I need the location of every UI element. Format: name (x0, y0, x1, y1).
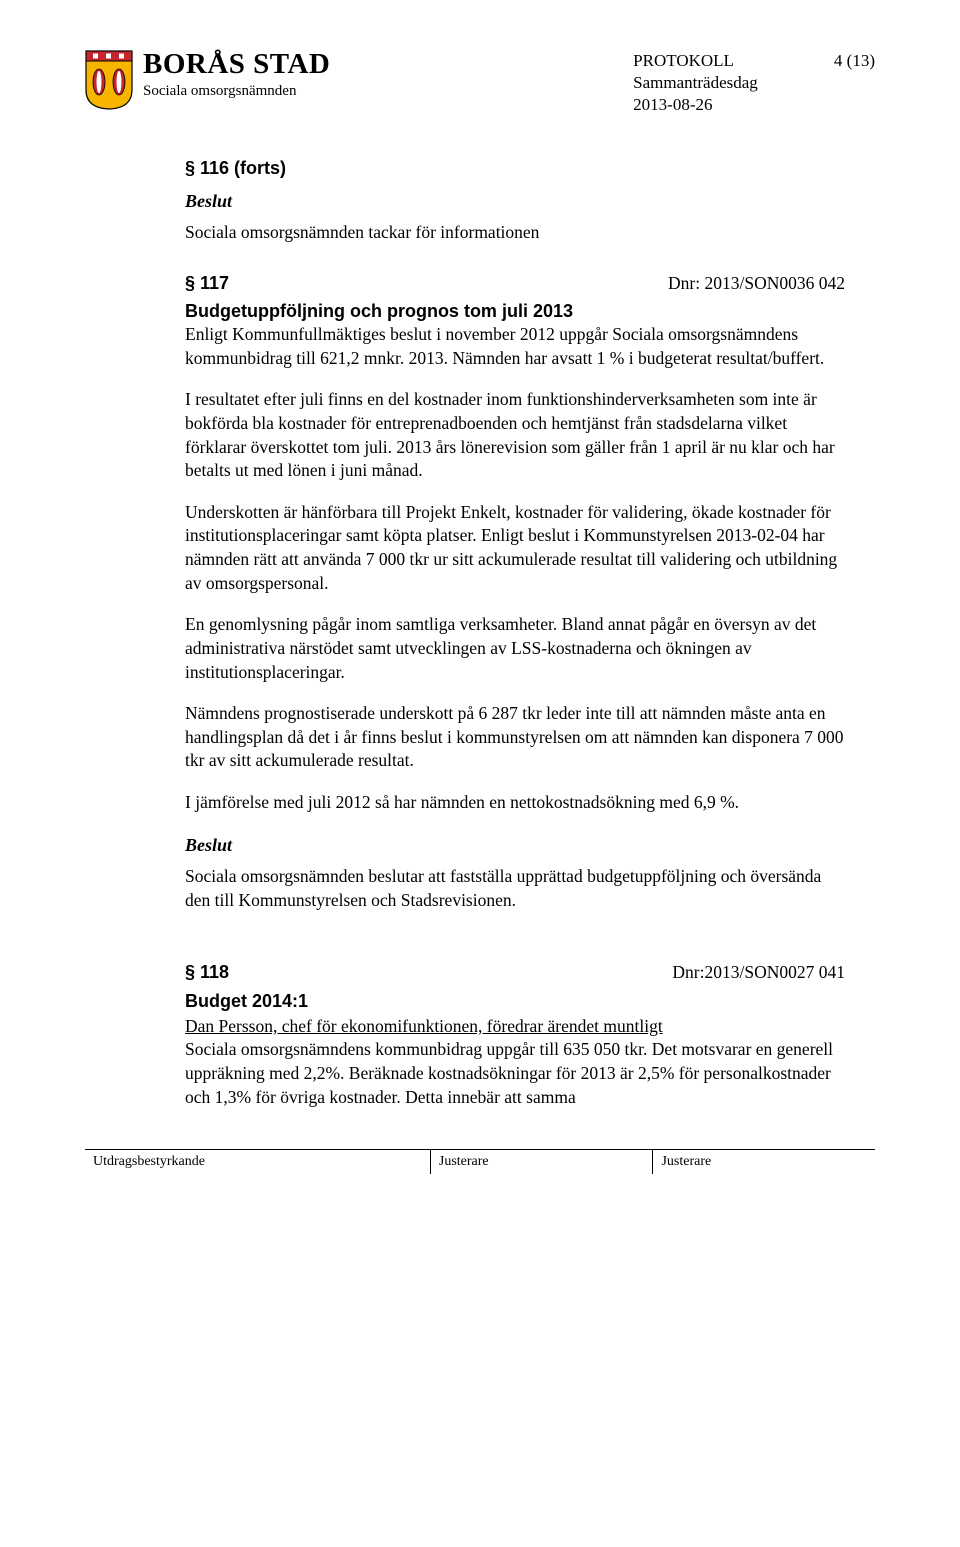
meta-sub: Sammanträdesdag (633, 72, 875, 94)
section-116-head: § 116 (forts) (185, 156, 845, 180)
header: BORÅS STAD Sociala omsorgsnämnden PROTOK… (85, 50, 875, 116)
s117-dnr: Dnr: 2013/SON0036 042 (668, 272, 845, 296)
s118-presenter: Dan Persson, chef för ekonomifunktionen,… (185, 1015, 845, 1039)
meta-date: 2013-08-26 (633, 94, 875, 116)
section-117-headrow: § 117 Dnr: 2013/SON0036 042 (185, 263, 845, 299)
logo-block: BORÅS STAD Sociala omsorgsnämnden (85, 50, 330, 110)
header-meta: PROTOKOLL 4 (13) Sammanträdesdag 2013-08… (633, 50, 875, 116)
s118-dnr: Dnr:2013/SON0027 041 (672, 961, 845, 985)
s117-p6: I jämförelse med juli 2012 så har nämnde… (185, 791, 845, 815)
logo-text: BORÅS STAD Sociala omsorgsnämnden (143, 50, 330, 100)
page: BORÅS STAD Sociala omsorgsnämnden PROTOK… (0, 0, 960, 1214)
s118-title: Budget 2014:1 (185, 989, 845, 1013)
page-number: 4 (13) (834, 50, 875, 72)
s117-p5: Nämndens prognostiserade underskott på 6… (185, 702, 845, 773)
content: § 116 (forts) Beslut Sociala omsorgsnämn… (185, 156, 845, 1109)
footer-left: Utdragsbestyrkande (85, 1150, 431, 1174)
s117-p4: En genomlysning pågår inom samtliga verk… (185, 613, 845, 684)
s117-num: § 117 (185, 271, 229, 295)
s117-p3: Underskotten är hänförbara till Projekt … (185, 501, 845, 596)
s117-p2: I resultatet efter juli finns en del kos… (185, 388, 845, 483)
section-118-headrow: § 118 Dnr:2013/SON0027 041 (185, 952, 845, 988)
meta-title: PROTOKOLL (633, 50, 734, 72)
s116-p1: Sociala omsorgsnämnden tackar för inform… (185, 221, 845, 245)
footer-mid: Justerare (431, 1150, 654, 1174)
s118-p1: Sociala omsorgsnämndens kommunbidrag upp… (185, 1038, 845, 1109)
s117-p1: Enligt Kommunfullmäktiges beslut i novem… (185, 323, 845, 370)
beslut-label: Beslut (185, 189, 845, 213)
footer-right: Justerare (653, 1150, 875, 1174)
city-name: BORÅS STAD (143, 50, 330, 79)
s117-title: Budgetuppföljning och prognos tom juli 2… (185, 299, 845, 323)
beslut-label: Beslut (185, 833, 845, 857)
footer: Utdragsbestyrkande Justerare Justerare (85, 1149, 875, 1174)
s118-num: § 118 (185, 960, 229, 984)
s117-p7: Sociala omsorgsnämnden beslutar att fast… (185, 865, 845, 912)
city-subunit: Sociala omsorgsnämnden (143, 83, 330, 100)
city-crest-icon (85, 50, 133, 110)
